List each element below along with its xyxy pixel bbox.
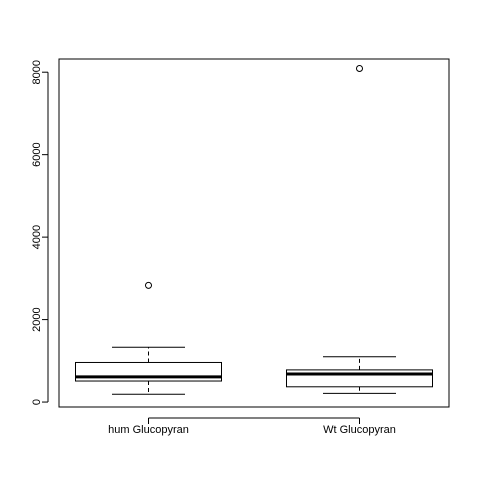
y-tick-label: 8000	[31, 60, 43, 84]
y-tick-label: 4000	[31, 225, 43, 249]
x-tick-label: Wt Glucopyran	[323, 424, 396, 436]
outlier-point	[356, 64, 363, 72]
box-iqr	[286, 369, 433, 388]
box-group	[286, 64, 433, 394]
y-tick-label: 0	[31, 399, 43, 405]
y-tick-label: 6000	[31, 142, 43, 166]
boxes	[75, 64, 433, 395]
x-axis: hum Glucopyran Wt Glucopyran	[108, 417, 396, 436]
outlier-point	[145, 281, 152, 289]
plot-frame	[58, 58, 450, 408]
y-tick-label: 2000	[31, 307, 43, 331]
y-axis: 0 2000 4000 6000 8000	[31, 60, 49, 405]
box-group	[75, 281, 222, 395]
x-tick-label: hum Glucopyran	[108, 424, 189, 436]
